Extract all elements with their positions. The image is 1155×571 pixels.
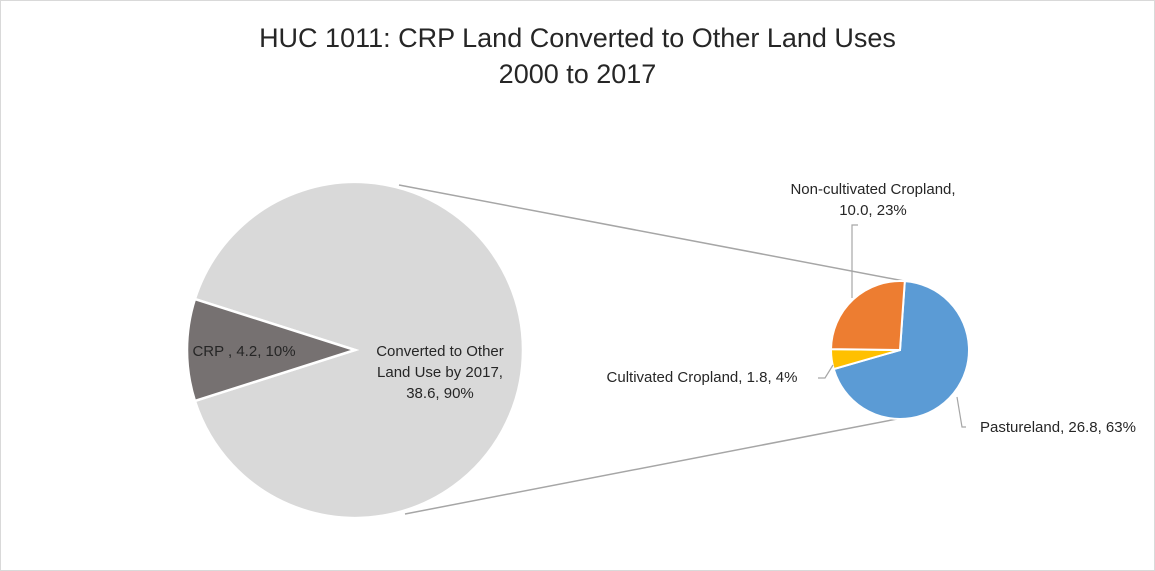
chart-title: HUC 1011: CRP Land Converted to Other La…	[259, 23, 896, 53]
label-non-cultivated-cropland: Non-cultivated Cropland, 10.0, 23%	[790, 181, 955, 219]
chart-subtitle: 2000 to 2017	[498, 59, 657, 89]
leader-lines	[818, 224, 966, 428]
connector-line-bottom	[404, 418, 898, 515]
leader-line-pastureland	[956, 396, 966, 428]
label-converted: Converted to Other Land Use by 2017, 38.6,…	[376, 343, 504, 402]
connector-lines	[398, 184, 905, 515]
data-labels: Converted to Other Land Use by 2017, 38.6,…	[192, 181, 1136, 436]
primary-pie	[185, 180, 525, 520]
connector-line-top	[398, 184, 905, 282]
label-cultivated-cropland: Cultivated Cropland, 1.8, 4%	[607, 369, 798, 386]
leader-line-non-cultivated	[851, 224, 858, 298]
label-crp: CRP , 4.2, 10%	[192, 343, 295, 360]
secondary-slice-pastureland	[832, 280, 970, 421]
secondary-slice-non-cultivated-cropland	[829, 280, 906, 352]
label-pastureland: Pastureland, 26.8, 63%	[980, 419, 1136, 436]
secondary-pie	[829, 280, 970, 421]
leader-line-cultivated	[818, 364, 834, 379]
primary-slice-crp	[185, 297, 360, 403]
chart-title-block: HUC 1011: CRP Land Converted to Other La…	[0, 20, 1155, 92]
